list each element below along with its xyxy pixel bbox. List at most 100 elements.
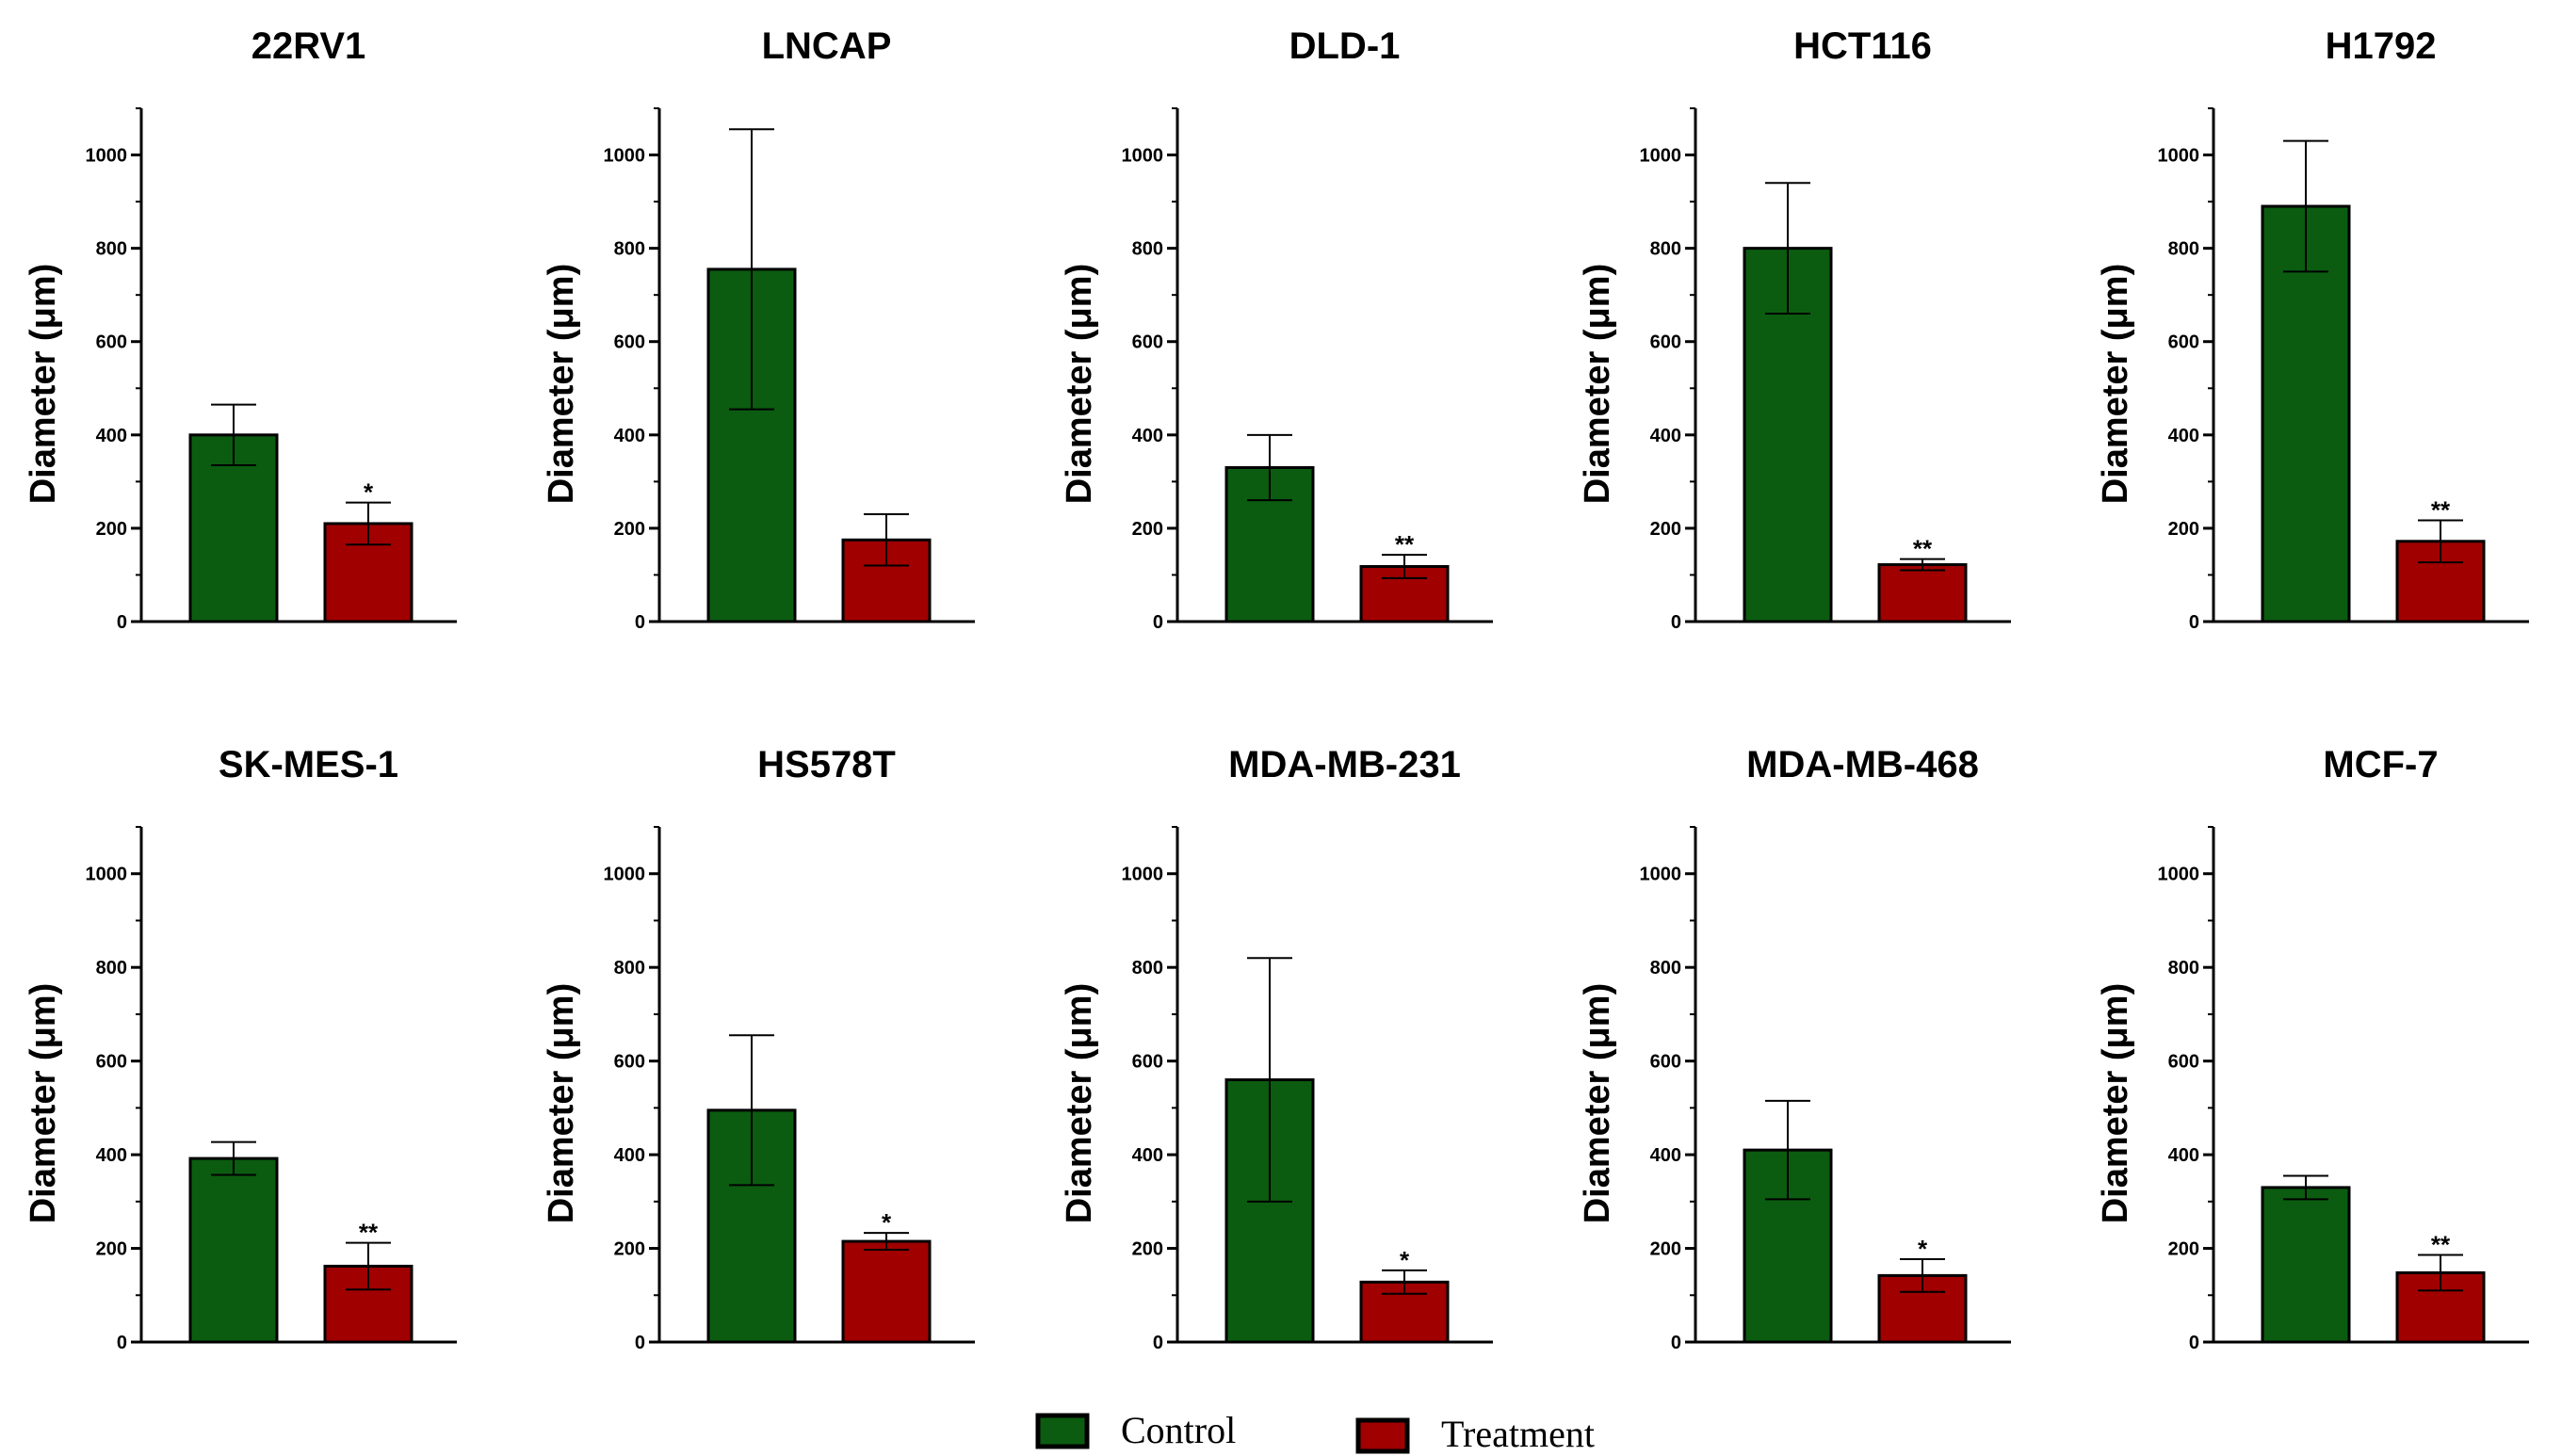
y-tick-label: 600 (96, 332, 127, 353)
y-tick-label: 1000 (1640, 146, 1682, 167)
y-tick-label: 400 (614, 426, 645, 446)
y-tick-label: 200 (1132, 1239, 1163, 1260)
significance-mark: ** (1395, 530, 1415, 558)
y-tick-label: 400 (2168, 426, 2199, 446)
panel-22rv1: 22RV1 Diameter (μm) 0 200 400 600 800 1000 * (24, 25, 457, 633)
y-tick-label: 0 (117, 612, 127, 633)
y-tick-label: 800 (614, 239, 645, 260)
bar-control (2261, 204, 2351, 623)
y-tick-label: 200 (614, 1239, 645, 1260)
y-tick-label: 600 (2168, 1052, 2199, 1073)
bar-treatment (841, 1239, 932, 1344)
y-axis-label: Diameter (μm) (1060, 983, 1099, 1224)
significance-mark: ** (2431, 1231, 2451, 1259)
y-tick-label: 600 (614, 1052, 645, 1073)
y-tick-label: 800 (1132, 239, 1163, 260)
y-tick-label: 200 (1650, 1239, 1681, 1260)
y-tick-label: 800 (1650, 239, 1681, 260)
y-tick-label: 800 (2168, 958, 2199, 979)
y-tick-label: 200 (614, 519, 645, 540)
panel-mda-mb-231: MDA-MB-231 Diameter (μm) 0 200 400 600 800 1000… (1060, 744, 1493, 1353)
panel-title: LNCAP (762, 25, 892, 67)
y-tick-label: 600 (1132, 332, 1163, 353)
y-tick-label: 600 (614, 332, 645, 353)
y-tick-label: 800 (1132, 958, 1163, 979)
y-tick-label: 400 (1650, 426, 1681, 446)
y-tick-label: 200 (2168, 1239, 2199, 1260)
bar-control (188, 1157, 279, 1344)
significance-mark: * (364, 478, 374, 507)
bar-control (2261, 1186, 2351, 1344)
y-tick-label: 0 (635, 1333, 645, 1353)
y-tick-label: 800 (2168, 239, 2199, 260)
y-axis-label: Diameter (μm) (2096, 983, 2135, 1224)
y-tick-label: 1000 (1640, 865, 1682, 885)
y-tick-label: 600 (1132, 1052, 1163, 1073)
panel-hct116: HCT116 Diameter (μm) 0 200 400 600 800 1000 ** (1578, 25, 2011, 633)
legend-swatch-treatment (1355, 1417, 1410, 1454)
y-tick-label: 200 (96, 1239, 127, 1260)
bar-control (1224, 1078, 1315, 1344)
significance-mark: ** (1913, 535, 1933, 563)
y-axis-label: Diameter (μm) (1060, 264, 1099, 505)
y-tick-label: 400 (96, 1145, 127, 1166)
y-tick-label: 200 (1650, 519, 1681, 540)
panel-title: 22RV1 (251, 25, 366, 67)
y-axis-label: Diameter (μm) (1578, 264, 1617, 505)
y-tick-label: 800 (96, 958, 127, 979)
legend: Control Treatment (1035, 1409, 1595, 1455)
y-tick-label: 600 (1650, 332, 1681, 353)
y-tick-label: 1000 (86, 865, 128, 885)
panel-lncap: LNCAP Diameter (μm) 0 200 400 600 800 1000 (542, 25, 975, 633)
significance-mark: * (1400, 1246, 1410, 1274)
bar-control (188, 433, 279, 623)
panel-sk-mes-1: SK-MES-1 Diameter (μm) 0 200 400 600 800 1000 ** (24, 744, 457, 1353)
y-tick-label: 400 (2168, 1145, 2199, 1166)
y-axis-label: Diameter (μm) (542, 983, 581, 1224)
significance-mark: * (1918, 1235, 1928, 1263)
y-tick-label: 1000 (604, 865, 646, 885)
panel-title: MDA-MB-468 (1746, 744, 1979, 785)
y-tick-label: 400 (1132, 426, 1163, 446)
y-tick-label: 400 (96, 426, 127, 446)
y-axis-label: Diameter (μm) (24, 983, 63, 1224)
y-tick-label: 800 (1650, 958, 1681, 979)
y-tick-label: 1000 (2158, 865, 2200, 885)
y-tick-label: 800 (96, 239, 127, 260)
chart-panels: 22RV1 Diameter (μm) 0 200 400 600 800 1000 * LNCA… (24, 25, 2529, 1353)
y-tick-label: 800 (614, 958, 645, 979)
significance-mark: ** (2431, 495, 2451, 524)
legend-label-treatment: Treatment (1441, 1413, 1595, 1455)
y-tick-label: 0 (2189, 612, 2199, 633)
y-tick-label: 200 (1132, 519, 1163, 540)
legend-label-control: Control (1121, 1409, 1236, 1451)
panel-h1792: H1792 Diameter (μm) 0 200 400 600 800 1000 ** (2096, 25, 2529, 633)
y-tick-label: 400 (1132, 1145, 1163, 1166)
y-tick-label: 0 (1153, 612, 1163, 633)
legend-swatch-control (1035, 1413, 1090, 1449)
y-tick-label: 0 (1153, 1333, 1163, 1353)
y-tick-label: 1000 (2158, 146, 2200, 167)
significance-mark: * (882, 1208, 892, 1237)
y-tick-label: 0 (635, 612, 645, 633)
y-tick-label: 0 (1671, 1333, 1681, 1353)
y-tick-label: 200 (2168, 519, 2199, 540)
panel-title: HCT116 (1793, 25, 1932, 67)
y-tick-label: 1000 (1122, 146, 1164, 167)
y-tick-label: 400 (614, 1145, 645, 1166)
y-tick-label: 0 (117, 1333, 127, 1353)
y-axis-label: Diameter (μm) (542, 264, 581, 505)
panel-dld-1: DLD-1 Diameter (μm) 0 200 400 600 800 1000 ** (1060, 25, 1493, 633)
panel-title: HS578T (757, 744, 896, 785)
y-axis-label: Diameter (μm) (24, 264, 63, 505)
y-tick-label: 200 (96, 519, 127, 540)
panel-title: SK-MES-1 (219, 744, 398, 785)
bar-treatment (1877, 1273, 1968, 1344)
panel-mda-mb-468: MDA-MB-468 Diameter (μm) 0 200 400 600 800 1000… (1578, 744, 2011, 1353)
panel-title: MCF-7 (2323, 744, 2438, 785)
y-tick-label: 0 (1671, 612, 1681, 633)
panel-title: H1792 (2326, 25, 2437, 67)
y-axis-label: Diameter (μm) (2096, 264, 2135, 505)
y-tick-label: 1000 (604, 146, 646, 167)
